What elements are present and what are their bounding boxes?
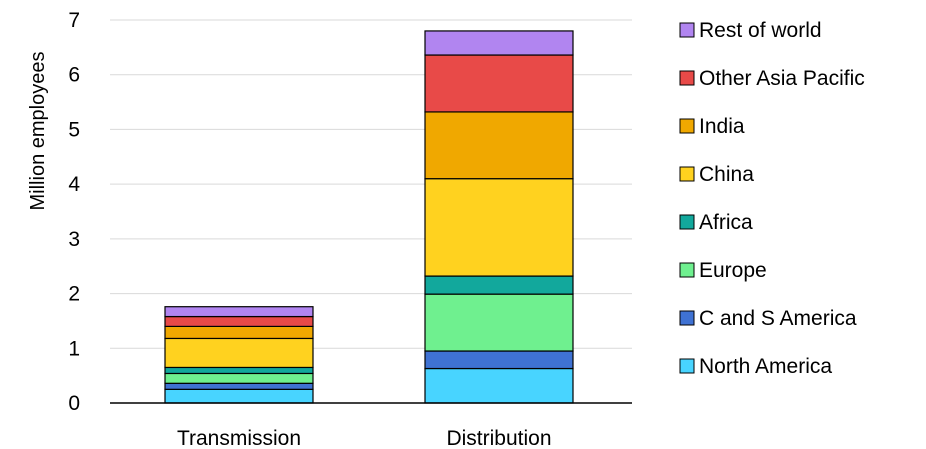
bar-segment-c-and-s-america-transmission xyxy=(164,382,314,390)
y-tick-label: 7 xyxy=(68,9,80,32)
legend-swatch xyxy=(679,22,695,38)
bar-segment-rest-of-world-distribution xyxy=(424,30,574,56)
bars xyxy=(164,30,574,404)
bar-segment-china-distribution xyxy=(424,178,574,277)
bar-segment-rest-of-world-transmission xyxy=(164,306,314,318)
bar-segment-africa-distribution xyxy=(424,275,574,295)
legend-label: North America xyxy=(699,355,832,378)
bar-segment-india-distribution xyxy=(424,111,574,180)
bar-segment-india-transmission xyxy=(164,325,314,340)
y-tick-label: 3 xyxy=(68,228,80,251)
legend-swatch xyxy=(679,262,695,278)
legend-item: Africa xyxy=(679,211,753,234)
bar-segment-other-asia-pacific-distribution xyxy=(424,54,574,113)
x-category-label: Transmission xyxy=(177,427,301,449)
bar-segment-europe-distribution xyxy=(424,293,574,352)
legend-swatch xyxy=(679,214,695,230)
legend-label: Rest of world xyxy=(699,19,822,42)
y-axis-tick-labels: 0 1 2 3 4 5 6 7 xyxy=(68,9,80,415)
legend-swatch xyxy=(679,70,695,86)
y-tick-label: 6 xyxy=(68,64,80,87)
legend-item: China xyxy=(679,163,754,186)
gridlines xyxy=(110,19,632,349)
legend-item: Europe xyxy=(679,259,767,282)
bar-segment-north-america-transmission xyxy=(164,388,314,404)
legend-swatch xyxy=(679,358,695,374)
legend-label: C and S America xyxy=(699,307,857,330)
legend-label: India xyxy=(699,115,745,138)
bar-segment-north-america-distribution xyxy=(424,367,574,404)
legend-swatch xyxy=(679,310,695,326)
y-tick-label: 0 xyxy=(68,392,80,415)
bar-segment-europe-transmission xyxy=(164,372,314,384)
bar-segment-c-and-s-america-distribution xyxy=(424,350,574,370)
y-tick-label: 4 xyxy=(68,173,80,196)
legend-item: Rest of world xyxy=(679,19,822,42)
legend: Rest of world Other Asia Pacific India Chin… xyxy=(679,19,865,378)
bar-segment-africa-transmission xyxy=(164,366,314,375)
legend-item: India xyxy=(679,115,745,138)
y-tick-label: 2 xyxy=(68,283,80,306)
legend-label: Europe xyxy=(699,259,767,282)
y-axis-title: Million employees xyxy=(27,52,49,211)
legend-item: C and S America xyxy=(679,307,857,330)
bar-segment-china-transmission xyxy=(164,337,314,369)
bar-stack-distribution xyxy=(424,30,574,404)
legend-item: North America xyxy=(679,355,832,378)
legend-swatch xyxy=(679,166,695,182)
y-tick-label: 5 xyxy=(68,118,80,141)
bar-segment-other-asia-pacific-transmission xyxy=(164,315,314,327)
x-axis-category-labels: Transmission Distribution xyxy=(177,427,552,449)
y-tick-label: 1 xyxy=(68,337,80,360)
legend-label: Other Asia Pacific xyxy=(699,67,865,90)
legend-swatch xyxy=(679,118,695,134)
legend-label: Africa xyxy=(699,211,753,234)
x-category-label: Distribution xyxy=(446,427,551,449)
legend-item: Other Asia Pacific xyxy=(679,67,865,90)
legend-label: China xyxy=(699,163,754,186)
bar-stack-transmission xyxy=(164,306,314,404)
